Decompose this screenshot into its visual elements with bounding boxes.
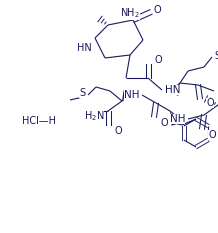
Text: HCl—H: HCl—H — [22, 116, 56, 126]
Text: S: S — [79, 88, 85, 98]
Text: O: O — [114, 126, 122, 136]
Polygon shape — [122, 90, 128, 101]
Text: NH: NH — [124, 90, 139, 100]
Text: O: O — [208, 130, 216, 140]
Text: HN: HN — [165, 85, 181, 95]
Polygon shape — [133, 9, 138, 20]
Polygon shape — [170, 111, 176, 126]
Text: H$_2$N: H$_2$N — [83, 109, 104, 123]
Text: NH$_2$: NH$_2$ — [120, 6, 140, 20]
Text: O: O — [206, 98, 214, 108]
Text: O: O — [160, 118, 168, 128]
Text: S: S — [214, 51, 218, 61]
Text: O: O — [154, 55, 162, 65]
Text: O: O — [153, 5, 161, 15]
Text: NH: NH — [217, 86, 218, 96]
Polygon shape — [174, 83, 180, 96]
Text: HN: HN — [77, 43, 92, 53]
Text: NH: NH — [170, 114, 185, 124]
